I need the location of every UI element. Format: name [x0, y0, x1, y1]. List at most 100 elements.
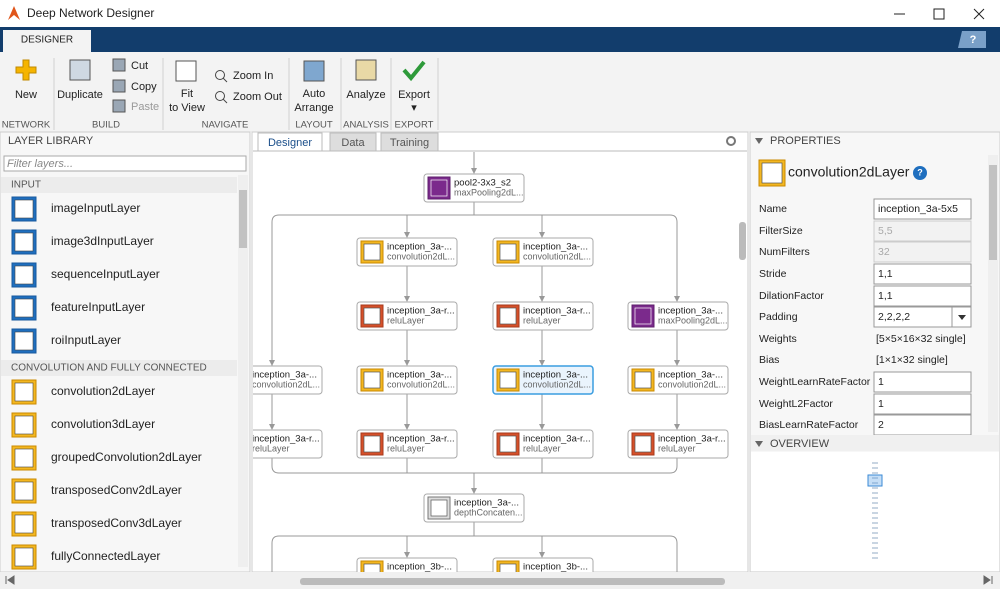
conv-icon-inner: [634, 371, 652, 389]
small-icon: [112, 99, 126, 113]
help-button[interactable]: [958, 31, 986, 48]
node-name: inception_3a-r...: [387, 306, 455, 317]
layer-icon-inner: [14, 448, 34, 468]
node-type: reluLayer: [523, 315, 561, 325]
property-value: inception_3a-5x5: [878, 203, 958, 215]
overview-node: [872, 497, 878, 499]
title-bar: [0, 0, 1000, 27]
property-input[interactable]: [873, 393, 972, 415]
property-input: [873, 220, 972, 242]
property-input: [873, 241, 972, 263]
property-input[interactable]: [873, 263, 972, 285]
overview-node: [872, 522, 878, 524]
property-name: NumFilters: [759, 246, 810, 258]
node-type: convolution2dL...: [252, 379, 320, 389]
zoom-icon-handle: [222, 98, 228, 104]
canvas-tab-label: Data: [341, 137, 365, 149]
layer-node[interactable]: [222, 365, 323, 395]
property-input[interactable]: [873, 198, 972, 220]
node-type: convolution2dL...: [523, 251, 591, 261]
ana-icon: [355, 59, 377, 81]
maximize-button[interactable]: [933, 8, 945, 20]
panel-menu-button[interactable]: [726, 136, 736, 146]
layer-library-panel: [0, 131, 251, 573]
canvas-tab-label: Training: [390, 137, 429, 149]
filter-input[interactable]: [3, 155, 247, 172]
pool-icon-inner: [430, 179, 448, 197]
library-scroll-thumb: [239, 190, 247, 248]
property-value: 5,5: [878, 225, 893, 237]
overview-node: [872, 527, 878, 529]
property-help-icon[interactable]: [913, 166, 927, 180]
ribbon-button-label: to View: [169, 102, 205, 114]
node-type: maxPooling2dL...: [454, 187, 524, 197]
app-icon: [8, 6, 20, 20]
canvas-tab-label: Designer: [268, 137, 312, 149]
close-button[interactable]: [973, 8, 985, 20]
node-name: inception_3a-...: [387, 370, 452, 381]
conv-icon-inner: [363, 371, 381, 389]
ribbon-group-label: ANALYSIS: [343, 120, 389, 131]
conv-icon-inner: [499, 243, 517, 261]
library-item-label: groupedConvolution2dLayer: [51, 450, 202, 464]
property-name: DilationFactor: [759, 290, 824, 302]
node-type: convolution2dL...: [523, 571, 591, 581]
ribbon-button-label: Zoom In: [233, 70, 273, 82]
node-name: inception_3a-r...: [252, 434, 320, 445]
node-type: convolution2dL...: [387, 571, 455, 581]
scroll-left: [5, 575, 15, 585]
library-section-title: CONVOLUTION AND FULLY CONNECTED: [11, 363, 207, 374]
conv-icon-inner: [499, 563, 517, 572]
ribbon-tab[interactable]: [3, 30, 91, 52]
property-value: 1,1: [878, 268, 893, 280]
ribbon-group-label: NAVIGATE: [202, 120, 249, 131]
property-name: FilterSize: [759, 225, 803, 237]
ribbon-button-label: Arrange: [294, 102, 333, 114]
property-name: Padding: [759, 311, 798, 323]
overview-node: [872, 502, 878, 504]
library-section-header: [1, 360, 237, 376]
property-input[interactable]: [873, 414, 972, 436]
node-type: convolution2dL...: [658, 379, 726, 389]
node-type: reluLayer: [252, 443, 290, 453]
property-input[interactable]: [873, 371, 972, 393]
property-help-label: ?: [917, 167, 923, 177]
property-input[interactable]: [873, 285, 972, 307]
layer-node[interactable]: [222, 429, 323, 459]
node-type: depthConcaten...: [454, 507, 523, 517]
property-name: Weights: [759, 333, 797, 345]
library-item-label: transposedConv2dLayer: [51, 483, 182, 497]
relu-icon-inner: [363, 435, 381, 453]
ribbon-tab-bar: [0, 27, 1000, 52]
property-value: 2,2,2,2: [878, 311, 910, 323]
collapse-arrow: [755, 441, 763, 447]
overview-node: [872, 517, 878, 519]
layer-icon-inner: [14, 382, 34, 402]
overview-node: [872, 487, 878, 489]
ribbon-group-label: EXPORT: [395, 120, 434, 131]
relu-icon-inner: [363, 307, 381, 325]
dropdown-arrow[interactable]: [958, 315, 966, 320]
property-input[interactable]: [873, 306, 972, 328]
edge: [271, 521, 678, 572]
properties-scroll-thumb: [989, 165, 997, 260]
scroll-right: [983, 575, 993, 585]
ribbon-button-label: Auto: [303, 88, 326, 100]
library-item-label: image3dInputLayer: [51, 234, 154, 248]
node-type: reluLayer: [387, 443, 425, 453]
layer-icon-inner: [14, 265, 34, 285]
library-item-label: sequenceInputLayer: [51, 267, 160, 281]
library-item-label: imageInputLayer: [51, 201, 140, 215]
layer-icon-inner: [14, 199, 34, 219]
ribbon-button-label: Copy: [131, 81, 157, 93]
canvas-hscroll-thumb: [300, 578, 725, 585]
overview-viewport[interactable]: [867, 474, 883, 487]
ribbon-tab-label: DESIGNER: [21, 35, 73, 46]
overview-node: [872, 477, 878, 479]
node-name: inception_3a-r...: [523, 434, 591, 445]
conv-icon-inner: [499, 371, 517, 389]
node-type: reluLayer: [523, 443, 561, 453]
property-name: Bias: [759, 354, 779, 366]
node-layer: pool2-3x3_s2maxPooling2dL...inception_3a…: [222, 173, 729, 581]
property-value: 32: [878, 246, 890, 258]
